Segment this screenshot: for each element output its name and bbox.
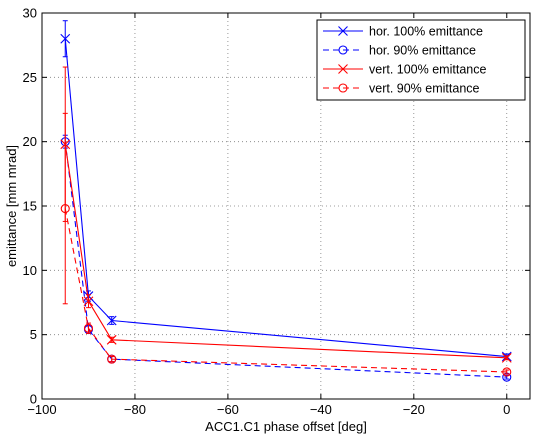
y-tick-label: 0 <box>30 392 37 407</box>
x-tick-label: −40 <box>310 402 332 417</box>
y-tick-label: 10 <box>23 263 37 278</box>
marker-x-stroke <box>338 26 348 36</box>
legend-box <box>316 19 526 101</box>
x-tick-label: −20 <box>403 402 425 417</box>
series-4 <box>60 112 512 377</box>
legend-item-2: hor. 90% emittance <box>323 44 476 58</box>
x-tick-label: −60 <box>217 402 239 417</box>
series-line <box>64 144 507 359</box>
series-layer <box>60 20 512 382</box>
y-axis-label: emittance [mm mrad] <box>4 145 19 267</box>
x-tick-label: −100 <box>27 402 56 417</box>
series-line <box>64 141 507 378</box>
marker-circle <box>60 204 70 214</box>
y-tick-label: 30 <box>23 6 37 21</box>
marker-circle <box>83 323 94 333</box>
marker-x-stroke <box>83 296 94 307</box>
legend-item-4: vert. 90% emittance <box>323 82 480 96</box>
legend-label: vert. 90% emittance <box>369 82 480 96</box>
marker-circle <box>338 45 348 55</box>
legend-label: vert. 100% emittance <box>369 63 486 77</box>
y-tick-label: 25 <box>23 70 37 85</box>
marker-circle <box>107 354 117 364</box>
legend-item-3: vert. 100% emittance <box>323 63 486 77</box>
marker-x-stroke <box>106 334 117 345</box>
marker-x-stroke <box>338 64 348 74</box>
legend-item-1: hor. 100% emittance <box>323 25 483 39</box>
series-line <box>64 208 507 373</box>
x-tick-label: −80 <box>124 402 146 417</box>
marker-x-stroke <box>501 352 512 363</box>
marker-x-stroke <box>106 315 117 326</box>
legend-label: hor. 90% emittance <box>369 44 476 58</box>
legend: hor. 100% emittance hor. 90% emittance ver… <box>316 19 526 101</box>
ticks: −100 −80 −60 −40 −20 0 0 5 10 15 20 25 30 <box>23 6 530 417</box>
legend-label: hor. 100% emittance <box>369 25 483 39</box>
y-tick-label: 20 <box>23 134 37 149</box>
series-line <box>64 38 507 358</box>
y-tick-label: 5 <box>30 327 37 342</box>
marker-circle <box>338 83 348 93</box>
marker-x-stroke <box>60 33 71 44</box>
x-tick-label: 0 <box>503 402 510 417</box>
marker-circle <box>502 367 512 377</box>
y-tick-label: 15 <box>23 199 37 214</box>
x-axis-label: ACC1.C1 phase offset [deg] <box>205 419 367 434</box>
